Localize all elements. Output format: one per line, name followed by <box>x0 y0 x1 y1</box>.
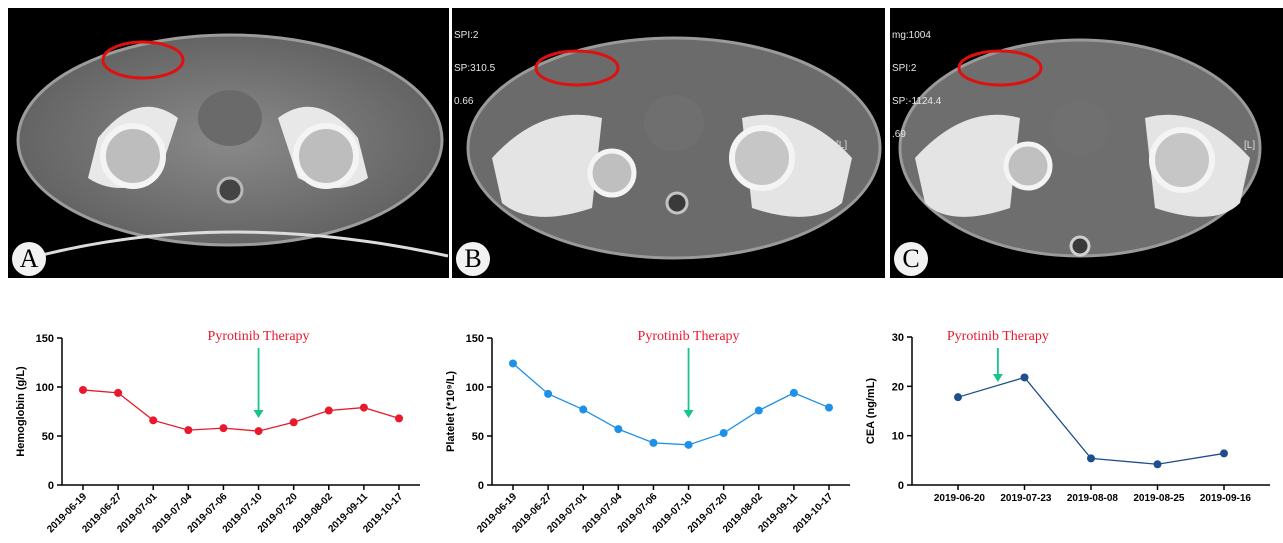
data-point <box>614 425 623 434</box>
ct-image-a: A <box>8 8 449 278</box>
y-tick-label: 150 <box>466 333 484 345</box>
ct-image-b: SPI:2 SP:310.5 0.66 [L] B <box>452 8 885 278</box>
data-point <box>1220 449 1228 458</box>
therapy-arrowhead <box>253 410 264 418</box>
panel-letter: B <box>456 242 490 276</box>
series-line <box>512 362 830 446</box>
data-point <box>289 418 298 427</box>
overlay-line: SPI:2 <box>454 30 479 41</box>
ct-scan-graphic <box>898 38 1262 258</box>
y-tick-label: 0 <box>478 480 484 492</box>
data-point <box>954 393 962 402</box>
lesion-circle <box>957 49 1043 87</box>
data-point <box>684 440 693 449</box>
data-point <box>754 406 763 415</box>
ct-scan-graphic <box>16 33 449 258</box>
chart-svg: 0 10 20 30 CEA (ng/mL) 2019-06-20 2019-07-23 20… <box>865 329 1270 504</box>
y-tick-label: 0 <box>898 480 904 492</box>
data-point <box>649 438 658 447</box>
panel-letter: C <box>894 242 928 276</box>
y-tick-label: 50 <box>42 431 54 443</box>
y-tick-label: 100 <box>466 382 484 394</box>
data-point <box>825 403 833 412</box>
y-tick-label: 20 <box>892 381 904 393</box>
data-point <box>149 416 158 425</box>
data-point <box>789 388 798 397</box>
overlay-line: mg:1004 <box>892 30 931 41</box>
data-point <box>544 389 553 398</box>
y-axis-label: CEA (ng/mL) <box>865 378 877 445</box>
side-marker: [L] <box>836 140 848 151</box>
scan-overlay-text: mg:1004 SPI:2 SP:-1124.4 .69 <box>892 8 941 162</box>
series-line <box>82 389 400 432</box>
data-point <box>395 414 403 423</box>
y-tick-label: 150 <box>36 333 54 345</box>
overlay-line: SPI:2 <box>892 63 917 74</box>
therapy-label: Pyrotinib Therapy <box>638 329 740 344</box>
data-point <box>324 406 333 415</box>
y-tick-label: 0 <box>48 480 54 492</box>
ct-image-c: mg:1004 SPI:2 SP:-1124.4 .69 [L] C <box>890 8 1283 278</box>
ct-scan-graphic <box>466 36 882 260</box>
overlay-line: 0.66 <box>454 96 474 107</box>
therapy-arrowhead <box>683 410 694 418</box>
therapy-label: Pyrotinib Therapy <box>208 329 310 344</box>
hemoglobin-chart: 0 50 100 150 Hemoglobin (g/L) 2019-06-19 2019-… <box>0 318 430 538</box>
y-tick-label: 100 <box>36 382 54 394</box>
data-point <box>1087 454 1095 463</box>
scan-overlay-text: SPI:2 SP:310.5 0.66 <box>454 8 495 129</box>
data-point <box>184 426 193 435</box>
data-point <box>79 385 87 394</box>
y-tick-label: 10 <box>892 431 904 443</box>
series-line <box>957 376 1225 465</box>
lesion-circle <box>534 49 620 87</box>
x-tick-label: 2019-08-25 <box>1133 493 1185 504</box>
data-point <box>254 427 263 436</box>
lesion-circle <box>101 40 185 80</box>
platelet-chart: 0 50 100 150 Platelet (*10⁹/L) 2019-06-19 2019… <box>430 318 860 538</box>
data-point <box>719 429 728 438</box>
x-tick-label: 2019-06-20 <box>934 493 986 504</box>
data-point <box>1153 460 1162 469</box>
y-tick-label: 30 <box>892 332 904 344</box>
x-tick-label: 2019-07-23 <box>1000 493 1052 504</box>
cea-chart: 0 10 20 30 CEA (ng/mL) 2019-06-20 2019-07-23 20… <box>860 318 1283 538</box>
x-tick-label: 2019-08-08 <box>1067 493 1119 504</box>
y-axis-label: Hemoglobin (g/L) <box>15 366 27 457</box>
data-point <box>219 424 228 433</box>
data-point <box>1020 373 1029 382</box>
overlay-line: SP:310.5 <box>454 63 496 74</box>
y-axis-label: Platelet (*10⁹/L) <box>445 371 457 452</box>
therapy-arrowhead <box>992 374 1003 382</box>
data-point <box>359 403 368 412</box>
data-point <box>114 388 123 397</box>
side-marker: [L] <box>1244 140 1256 151</box>
data-point <box>579 405 588 414</box>
panel-letter: A <box>12 242 46 276</box>
y-tick-label: 50 <box>472 431 484 443</box>
data-point <box>509 359 517 368</box>
overlay-line: .69 <box>892 129 906 140</box>
therapy-label: Pyrotinib Therapy <box>947 329 1049 344</box>
overlay-line: SP:-1124.4 <box>892 96 942 107</box>
x-tick-label: 2019-09-16 <box>1200 493 1252 504</box>
